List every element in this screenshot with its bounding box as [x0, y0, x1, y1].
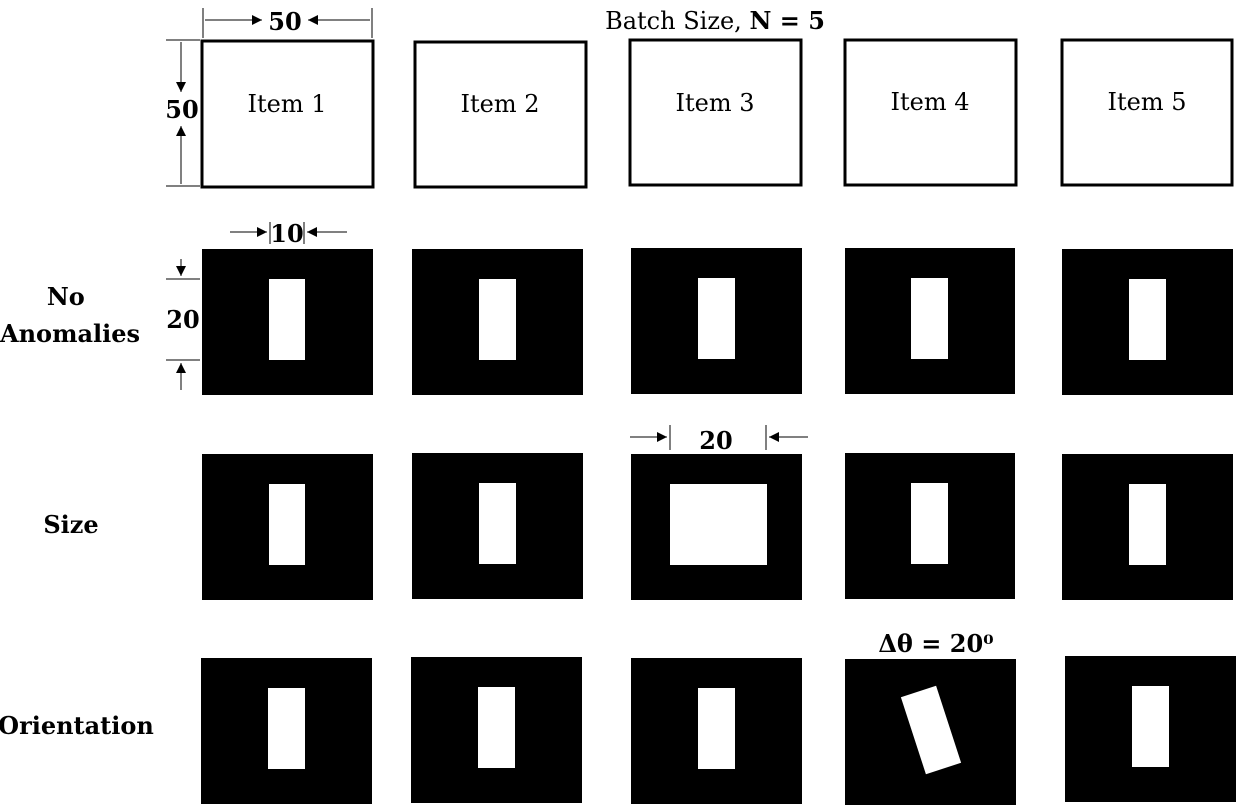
item-width-value: 50: [268, 7, 301, 36]
batch-size-label: Batch Size, N = 5: [605, 6, 825, 35]
item-3-box: [628, 38, 803, 187]
item-2-normal-bar: [479, 279, 516, 360]
bar-width-dimension: [230, 222, 347, 244]
item-3-size-anomaly-bar: [670, 484, 767, 565]
item-2-orient-bar: [478, 687, 515, 768]
item-2-label: Item 2: [461, 90, 540, 118]
item-5-orient-bar: [1132, 686, 1169, 767]
item-4-label: Item 4: [891, 88, 970, 116]
orientation-anomaly-row: [201, 656, 1236, 805]
item-1-label: Item 1: [248, 90, 327, 118]
item-1-normal-bar: [269, 279, 305, 360]
item-4-box: [843, 38, 1018, 187]
row-label-no-anomalies: No Anomalies: [0, 282, 140, 348]
item-3-normal-bar: [698, 278, 735, 359]
row-label-orientation: Orientation: [0, 711, 154, 740]
item-5-size-bar: [1129, 484, 1166, 565]
item-1-orient-bar: [268, 688, 305, 769]
bar-height-value: 20: [166, 305, 199, 334]
item-5-label: Item 5: [1108, 88, 1187, 116]
size-anomaly-value: 20: [699, 426, 732, 455]
item-2-size-bar: [479, 483, 516, 564]
item-height-dimension: [166, 39, 200, 187]
item-4-normal-bar: [911, 278, 948, 359]
item-4-size-bar: [911, 483, 948, 564]
item-2-box: [413, 40, 588, 189]
item-height-value: 50: [165, 95, 198, 124]
row-label-size: Size: [43, 510, 98, 539]
item-width-dimension: [202, 8, 373, 38]
item-3-label: Item 3: [676, 89, 755, 117]
bar-width-value: 10: [270, 219, 303, 248]
size-anomaly-dimension: [630, 425, 808, 450]
item-3-orient-bar: [698, 688, 735, 769]
item-4-rotated-bar: [900, 685, 962, 775]
item-outline-row: [200, 38, 1234, 189]
no-anomalies-row: [202, 248, 1233, 395]
bar-height-dimension: [166, 259, 200, 390]
item-5-box: [1060, 38, 1234, 187]
item-5-normal-bar: [1129, 279, 1166, 360]
size-anomaly-row: [202, 453, 1233, 600]
item-1-size-bar: [269, 484, 305, 565]
item-1-box: [200, 39, 375, 189]
orientation-delta-label: Δθ = 20⁰: [878, 629, 993, 658]
